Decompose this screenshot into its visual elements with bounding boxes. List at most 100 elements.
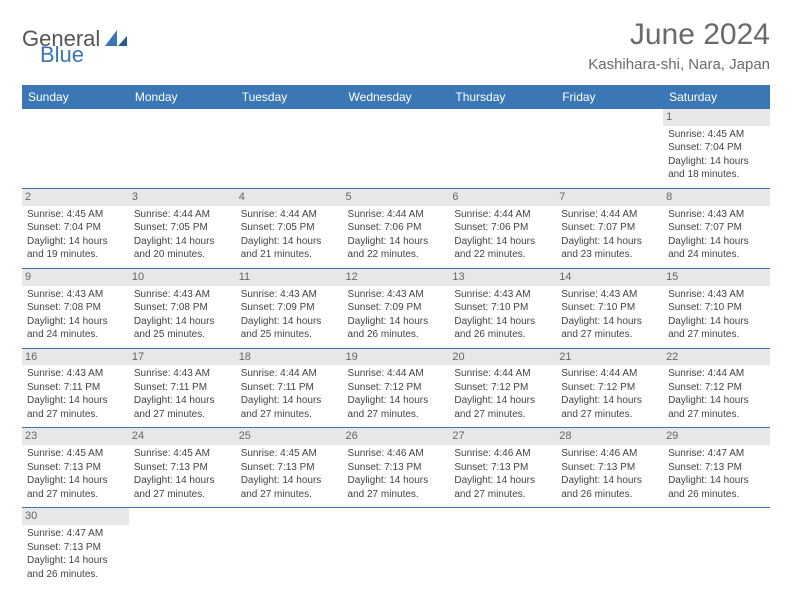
- calendar-cell: 14Sunrise: 4:43 AMSunset: 7:10 PMDayligh…: [556, 268, 663, 348]
- sunset-text: Sunset: 7:11 PM: [241, 381, 338, 395]
- sunrise-text: Sunrise: 4:44 AM: [348, 208, 445, 222]
- calendar-cell: 13 Sunrise: 4:43 AMSunset: 7:10 PMDayligh…: [449, 268, 556, 348]
- day-number: 2: [22, 189, 129, 206]
- sunset-text: Sunset: 7:05 PM: [134, 221, 231, 235]
- calendar-cell: 27Sunrise: 4:46 AMSunset: 7:13 PMDayligh…: [449, 428, 556, 508]
- daylight-text: Daylight: 14 hours and 27 minutes.: [348, 474, 445, 501]
- sunset-text: Sunset: 7:10 PM: [561, 301, 658, 315]
- day-number: 13: [449, 269, 556, 286]
- sunrise-text: Sunrise: 4:44 AM: [348, 367, 445, 381]
- day-number: 1: [663, 109, 770, 126]
- day-number: 8: [663, 189, 770, 206]
- calendar-cell: [22, 109, 129, 188]
- daylight-text: Daylight: 14 hours and 26 minutes.: [561, 474, 658, 501]
- daylight-text: Daylight: 14 hours and 21 minutes.: [241, 235, 338, 262]
- sunset-text: Sunset: 7:13 PM: [561, 461, 658, 475]
- sunrise-text: Sunrise: 4:45 AM: [27, 208, 124, 222]
- sunset-text: Sunset: 7:08 PM: [134, 301, 231, 315]
- sunset-text: Sunset: 7:06 PM: [454, 221, 551, 235]
- calendar-head: SundayMondayTuesdayWednesdayThursdayFrid…: [22, 85, 770, 109]
- day-number: 6: [449, 189, 556, 206]
- calendar-cell: 29Sunrise: 4:47 AMSunset: 7:13 PMDayligh…: [663, 428, 770, 508]
- calendar-cell: [556, 508, 663, 587]
- daylight-text: Daylight: 14 hours and 26 minutes.: [454, 315, 551, 342]
- sunset-text: Sunset: 7:12 PM: [561, 381, 658, 395]
- sunset-text: Sunset: 7:10 PM: [454, 301, 551, 315]
- daylight-text: Daylight: 14 hours and 27 minutes.: [668, 315, 765, 342]
- daylight-text: Daylight: 14 hours and 27 minutes.: [561, 315, 658, 342]
- sunrise-text: Sunrise: 4:43 AM: [27, 288, 124, 302]
- sunrise-text: Sunrise: 4:45 AM: [134, 447, 231, 461]
- title-block: June 2024 Kashihara-shi, Nara, Japan: [588, 18, 770, 73]
- daylight-text: Daylight: 14 hours and 27 minutes.: [134, 394, 231, 421]
- day-number: 19: [343, 349, 450, 366]
- daylight-text: Daylight: 14 hours and 18 minutes.: [668, 155, 765, 182]
- daylight-text: Daylight: 14 hours and 20 minutes.: [134, 235, 231, 262]
- daylight-text: Daylight: 14 hours and 27 minutes.: [454, 474, 551, 501]
- day-number: 7: [556, 189, 663, 206]
- sunset-text: Sunset: 7:13 PM: [348, 461, 445, 475]
- calendar-cell: [449, 109, 556, 188]
- calendar-cell: 30Sunrise: 4:47 AMSunset: 7:13 PMDayligh…: [22, 508, 129, 587]
- calendar-cell: 19Sunrise: 4:44 AMSunset: 7:12 PMDayligh…: [343, 348, 450, 428]
- sunrise-text: Sunrise: 4:46 AM: [561, 447, 658, 461]
- day-number: 16: [22, 349, 129, 366]
- daylight-text: Daylight: 14 hours and 25 minutes.: [134, 315, 231, 342]
- calendar-cell: 12Sunrise: 4:43 AMSunset: 7:09 PMDayligh…: [343, 268, 450, 348]
- daylight-text: Daylight: 14 hours and 27 minutes.: [27, 474, 124, 501]
- day-number: 26: [343, 428, 450, 445]
- logo-blue-wrap: Blue: [40, 42, 84, 68]
- calendar-cell: [556, 109, 663, 188]
- sunrise-text: Sunrise: 4:44 AM: [454, 367, 551, 381]
- calendar-cell: 17Sunrise: 4:43 AMSunset: 7:11 PMDayligh…: [129, 348, 236, 428]
- calendar-cell: 15Sunrise: 4:43 AMSunset: 7:10 PMDayligh…: [663, 268, 770, 348]
- day-number: 29: [663, 428, 770, 445]
- sunset-text: Sunset: 7:07 PM: [561, 221, 658, 235]
- day-number: 12: [343, 269, 450, 286]
- daylight-text: Daylight: 14 hours and 27 minutes.: [27, 394, 124, 421]
- daylight-text: Daylight: 14 hours and 27 minutes.: [561, 394, 658, 421]
- day-number: 15: [663, 269, 770, 286]
- daylight-text: Daylight: 14 hours and 27 minutes.: [668, 394, 765, 421]
- daylight-text: Daylight: 14 hours and 23 minutes.: [561, 235, 658, 262]
- daylight-text: Daylight: 14 hours and 25 minutes.: [241, 315, 338, 342]
- sunset-text: Sunset: 7:13 PM: [27, 541, 124, 555]
- daylight-text: Daylight: 14 hours and 27 minutes.: [134, 474, 231, 501]
- day-number: 21: [556, 349, 663, 366]
- sunrise-text: Sunrise: 4:43 AM: [241, 288, 338, 302]
- day-number: 18: [236, 349, 343, 366]
- sunset-text: Sunset: 7:13 PM: [454, 461, 551, 475]
- sunset-text: Sunset: 7:09 PM: [241, 301, 338, 315]
- calendar-cell: 16Sunrise: 4:43 AMSunset: 7:11 PMDayligh…: [22, 348, 129, 428]
- weekday-header: Saturday: [663, 85, 770, 109]
- calendar-cell: 11 Sunrise: 4:43 AMSunset: 7:09 PMDayligh…: [236, 268, 343, 348]
- daylight-text: Daylight: 14 hours and 26 minutes.: [668, 474, 765, 501]
- day-number: 17: [129, 349, 236, 366]
- sunrise-text: Sunrise: 4:44 AM: [561, 367, 658, 381]
- day-number: 11: [236, 269, 343, 286]
- daylight-text: Daylight: 14 hours and 27 minutes.: [241, 394, 338, 421]
- sunset-text: Sunset: 7:09 PM: [348, 301, 445, 315]
- calendar-cell: 1Sunrise: 4:45 AMSunset: 7:04 PMDaylight…: [663, 109, 770, 188]
- calendar-cell: [343, 109, 450, 188]
- calendar-cell: 2Sunrise: 4:45 AMSunset: 7:04 PMDaylight…: [22, 188, 129, 268]
- month-title: June 2024: [588, 18, 770, 52]
- daylight-text: Daylight: 14 hours and 22 minutes.: [454, 235, 551, 262]
- calendar-cell: [236, 109, 343, 188]
- sunrise-text: Sunrise: 4:44 AM: [454, 208, 551, 222]
- weekday-header: Monday: [129, 85, 236, 109]
- calendar-cell: 7Sunrise: 4:44 AMSunset: 7:07 PMDaylight…: [556, 188, 663, 268]
- sunset-text: Sunset: 7:08 PM: [27, 301, 124, 315]
- day-number: 28: [556, 428, 663, 445]
- day-number: 24: [129, 428, 236, 445]
- day-number: 4: [236, 189, 343, 206]
- calendar-cell: [449, 508, 556, 587]
- daylight-text: Daylight: 14 hours and 19 minutes.: [27, 235, 124, 262]
- sunrise-text: Sunrise: 4:43 AM: [134, 288, 231, 302]
- sunrise-text: Sunrise: 4:43 AM: [668, 288, 765, 302]
- location: Kashihara-shi, Nara, Japan: [588, 56, 770, 73]
- sunrise-text: Sunrise: 4:43 AM: [454, 288, 551, 302]
- sunset-text: Sunset: 7:04 PM: [668, 141, 765, 155]
- calendar-cell: [129, 508, 236, 587]
- day-number: 20: [449, 349, 556, 366]
